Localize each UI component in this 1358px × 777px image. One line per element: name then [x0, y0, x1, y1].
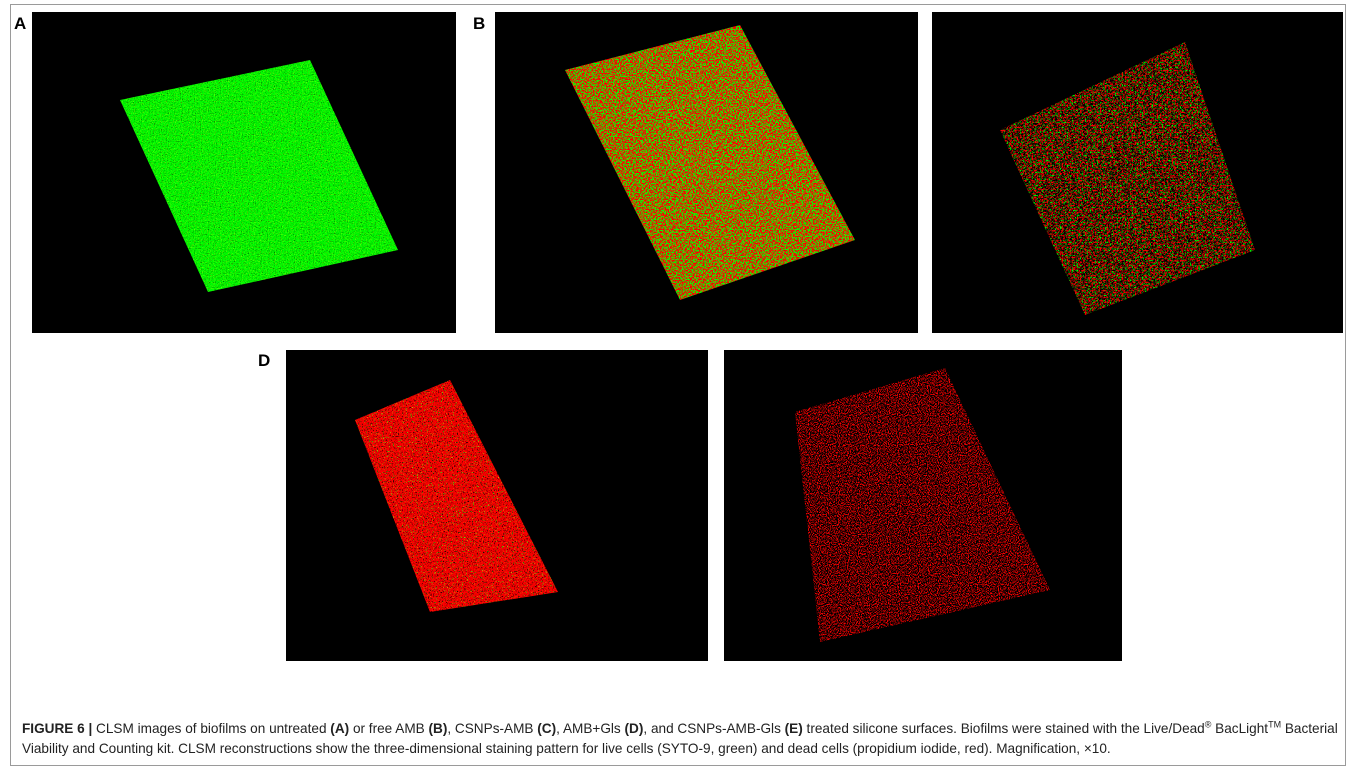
micrograph	[724, 350, 1122, 661]
biofilm	[795, 368, 1050, 642]
caption-text: treated silicone surfaces. Biofilms were…	[803, 721, 1205, 736]
micrograph	[932, 12, 1343, 333]
caption-ref: (C)	[537, 721, 556, 736]
caption-text: , and CSNPs-AMB-Gls	[643, 721, 784, 736]
panel-label: D	[258, 351, 270, 371]
caption-text: BacLight	[1211, 721, 1268, 736]
caption-ref: (B)	[429, 721, 448, 736]
panel-label: B	[473, 14, 485, 34]
biofilm	[565, 25, 855, 300]
caption-ref: (D)	[625, 721, 644, 736]
caption-lead: FIGURE 6 |	[22, 721, 92, 736]
page: A B C D E FIGURE 6 | CLSM images of biof…	[0, 0, 1358, 777]
micrograph	[286, 350, 708, 661]
panel-label: A	[14, 14, 26, 34]
caption-text: or free AMB	[349, 721, 428, 736]
caption-text: , AMB+Gls	[556, 721, 624, 736]
biofilm	[355, 380, 558, 612]
caption: FIGURE 6 | CLSM images of biofilms on un…	[22, 719, 1340, 758]
caption-text: , CSNPs-AMB	[447, 721, 537, 736]
caption-text: CLSM images of biofilms on untreated	[92, 721, 330, 736]
micrograph	[32, 12, 456, 333]
panel-label: E	[697, 351, 708, 371]
biofilm	[120, 60, 398, 292]
biofilm	[1000, 42, 1255, 315]
panel-label: C	[906, 14, 918, 34]
caption-sup: TM	[1268, 719, 1281, 729]
caption-ref: (A)	[330, 721, 349, 736]
micrograph	[495, 12, 918, 333]
caption-ref: (E)	[785, 721, 803, 736]
